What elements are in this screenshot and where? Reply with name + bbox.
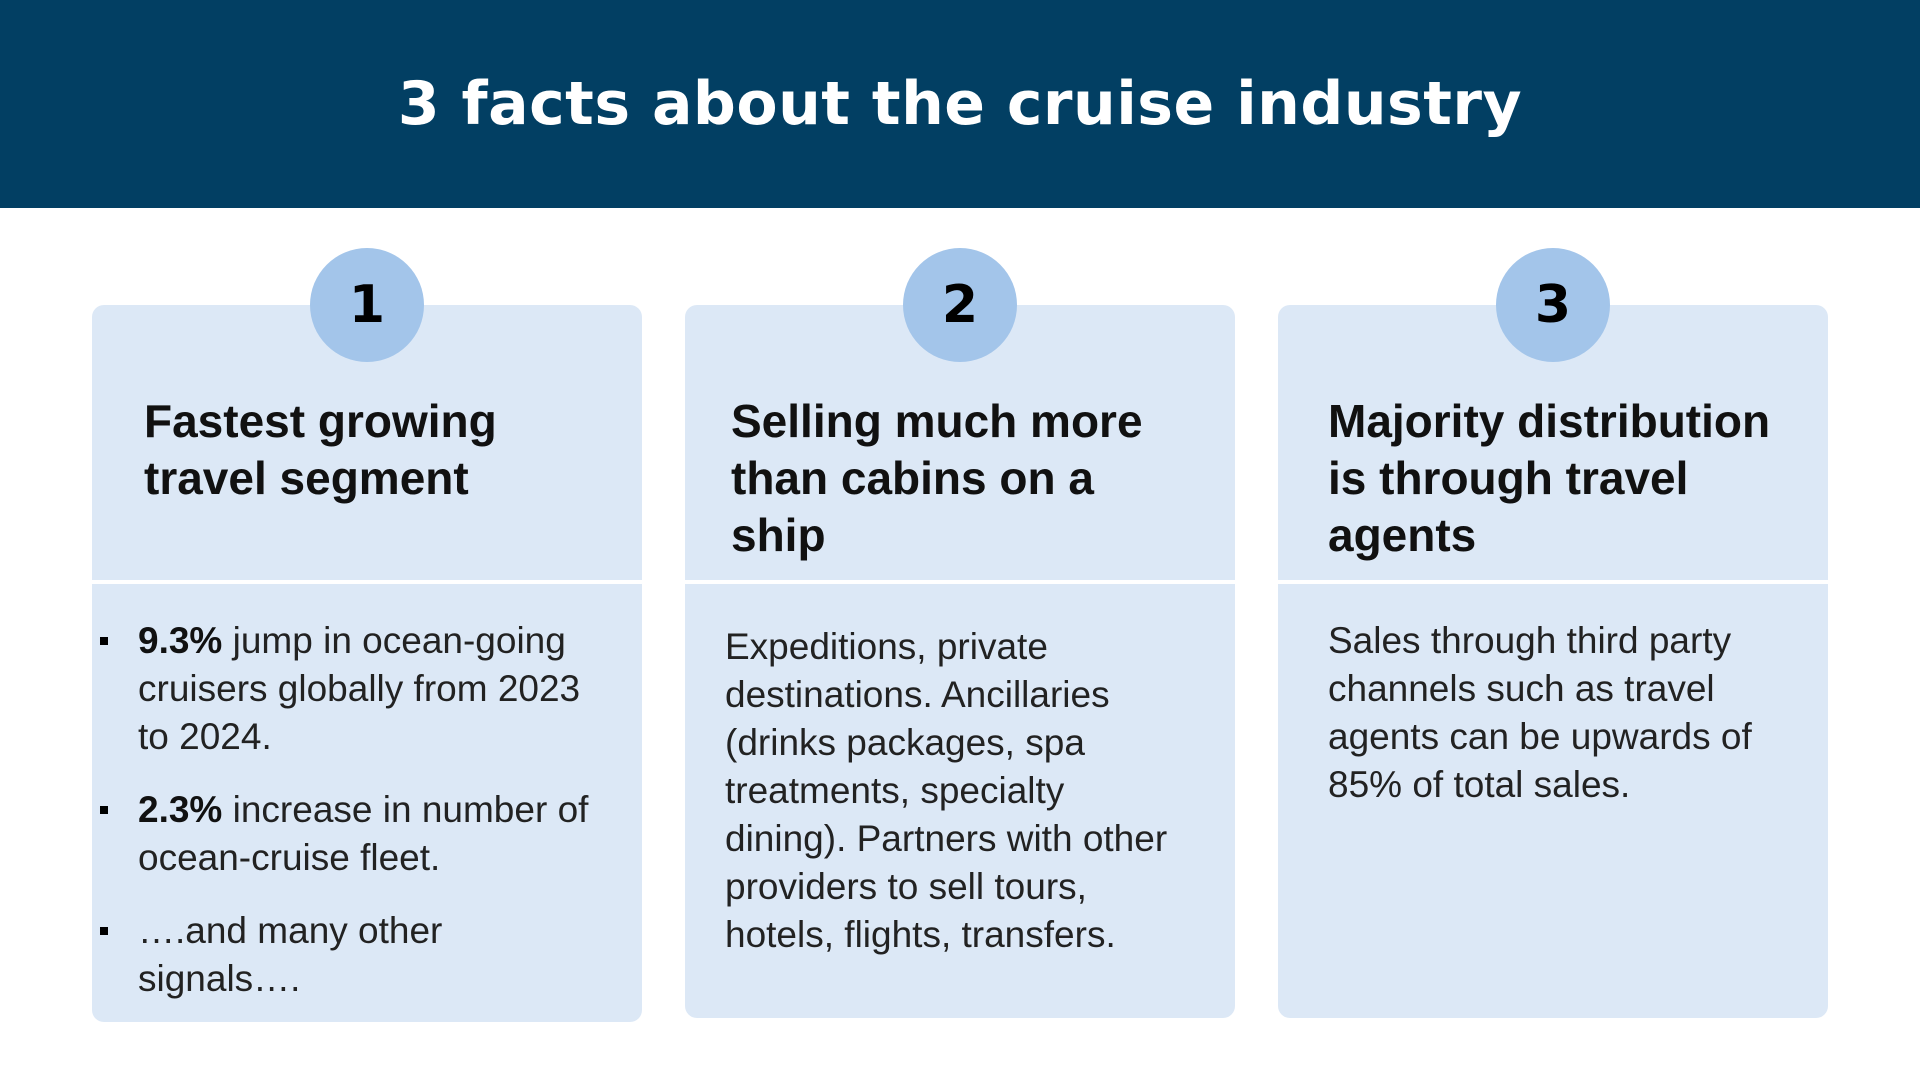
- fact-item: 9.3% jump in ocean-going cruisers global…: [100, 617, 602, 761]
- fact-card-3: 3 Majority distribution is through trave…: [1278, 248, 1828, 1018]
- bullet-icon: [100, 637, 108, 645]
- card-body: Expeditions, private destinations. Ancil…: [725, 626, 1168, 955]
- divider: [92, 580, 642, 584]
- fact-highlight: 2.3%: [138, 789, 223, 830]
- card-title: Majority distribution is through travel …: [1278, 305, 1828, 580]
- fact-card-1: 1 Fastest growing travel segment 9.3% ju…: [92, 248, 642, 1022]
- number-badge: 2: [903, 248, 1017, 362]
- card-title-line: agents: [1328, 509, 1477, 561]
- card-title-line: is through travel: [1328, 452, 1689, 504]
- card-title-line: Majority distribution: [1328, 395, 1771, 447]
- card-body: 9.3% jump in ocean-going cruisers global…: [92, 617, 642, 1028]
- card-title: Selling much more than cabins on a ship: [685, 305, 1235, 580]
- divider: [1278, 580, 1828, 584]
- fact-text: increase in number of ocean-cruise fleet…: [138, 789, 589, 878]
- divider: [685, 580, 1235, 584]
- page-title: 3 facts about the cruise industry: [397, 69, 1523, 139]
- bullet-icon: [100, 806, 108, 814]
- card-title-line: ship: [731, 509, 826, 561]
- card-title-line: Fastest growing: [144, 395, 497, 447]
- card-title: Fastest growing travel segment: [92, 305, 642, 580]
- fact-card-2: 2 Selling much more than cabins on a shi…: [685, 248, 1235, 1018]
- card-title-line: than cabins on a: [731, 452, 1094, 504]
- card-body: Sales through third party channels such …: [1328, 620, 1752, 805]
- fact-text: jump in ocean-going cruisers globally fr…: [138, 620, 581, 757]
- card-title-line: travel segment: [144, 452, 469, 504]
- fact-text: ….and many other signals….: [138, 910, 443, 999]
- header-banner: 3 facts about the cruise industry: [0, 0, 1920, 208]
- number-badge: 1: [310, 248, 424, 362]
- number-badge: 3: [1496, 248, 1610, 362]
- fact-item: 2.3% increase in number of ocean-cruise …: [100, 786, 602, 882]
- card-title-line: Selling much more: [731, 395, 1143, 447]
- bullet-icon: [100, 927, 108, 935]
- fact-highlight: 9.3%: [138, 620, 223, 661]
- fact-item: ….and many other signals….: [100, 907, 602, 1003]
